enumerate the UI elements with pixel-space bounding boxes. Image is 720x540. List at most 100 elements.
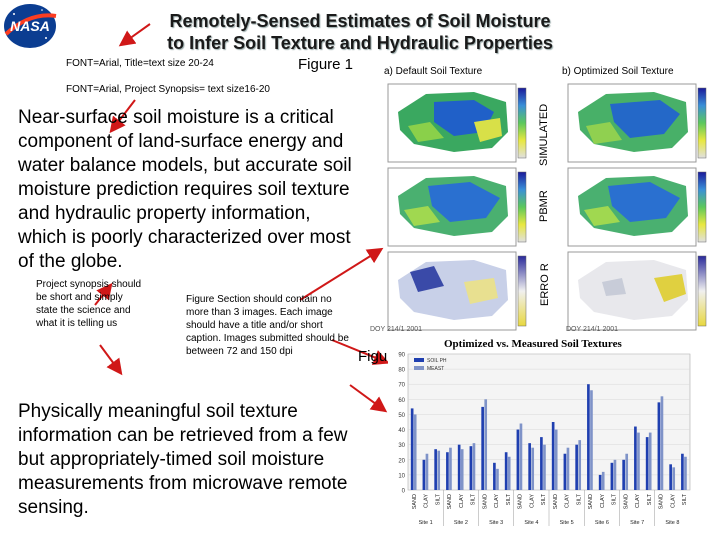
bar xyxy=(437,450,441,490)
x-tick-label: CLAY xyxy=(529,494,535,508)
figure1-caption-a: DOY 214/1 2001 xyxy=(370,326,423,333)
bar xyxy=(648,432,652,490)
bar xyxy=(681,453,684,490)
synopsis-secondary: Physically meaningful soil texture infor… xyxy=(18,401,348,518)
synopsis-note-left: Project synopsis should be short and sim… xyxy=(36,279,142,329)
figure1-maps xyxy=(387,83,707,331)
x-tick-label: CLAY xyxy=(600,494,606,508)
bar xyxy=(598,474,602,490)
x-tick-label: SAND xyxy=(518,494,524,509)
figure2-chart: Optimized vs. Measured Soil Textures 0 10… xyxy=(388,334,694,528)
y-tick-label: 20 xyxy=(398,458,405,464)
bar xyxy=(446,452,449,490)
x-tick-label: SAND xyxy=(659,494,665,509)
plot-area xyxy=(407,353,691,491)
x-tick-label: CLAY xyxy=(635,494,641,508)
x-tick-label: SAND xyxy=(623,494,629,509)
y-tick-label: 60 xyxy=(398,398,405,404)
bar xyxy=(610,462,614,490)
group-label: Site 1 xyxy=(419,520,433,526)
y-tick-label: 90 xyxy=(398,353,405,359)
figure1-col-a-label: a) Default Soil Texture xyxy=(384,66,483,77)
x-tick-label: SILT xyxy=(435,493,441,505)
map-b-error xyxy=(567,251,697,331)
bar xyxy=(472,443,476,490)
x-tick-label: CLAY xyxy=(565,494,571,508)
x-tick-label: CLAY xyxy=(424,494,430,508)
group-label: Site 5 xyxy=(560,520,574,526)
title-line-2: to Infer Soil Texture and Hydraulic Prop… xyxy=(167,33,553,53)
bar xyxy=(637,432,640,490)
bar xyxy=(554,429,558,490)
bar xyxy=(540,437,543,490)
page-title: Remotely-Sensed Estimates of Soil Moistu… xyxy=(120,10,600,54)
bar xyxy=(563,453,567,490)
legend-swatch xyxy=(414,358,424,362)
bar xyxy=(566,447,570,490)
legend-swatch xyxy=(414,366,424,370)
bar xyxy=(410,408,414,490)
bar xyxy=(578,440,582,490)
bar xyxy=(434,449,437,490)
bar xyxy=(531,447,535,490)
x-tick-label: CLAY xyxy=(670,494,676,508)
bar xyxy=(601,471,605,490)
bar xyxy=(496,468,499,490)
bar xyxy=(457,444,461,490)
font-note-synopsis: FONT=Arial, Project Synopsis= text size1… xyxy=(66,84,270,95)
bar xyxy=(481,406,484,490)
bar xyxy=(504,452,508,490)
bar xyxy=(422,459,426,490)
bar xyxy=(460,449,464,490)
arrow-text-left xyxy=(99,344,123,376)
bar xyxy=(516,429,520,490)
figure1-label: Figure 1 xyxy=(298,56,354,73)
x-tick-label: SILT xyxy=(506,493,512,505)
bar xyxy=(622,459,625,490)
x-tick-label: SILT xyxy=(612,493,618,505)
figure1-col-b-label: b) Optimized Soil Texture xyxy=(562,66,674,77)
bar xyxy=(413,414,417,490)
bar xyxy=(684,456,687,490)
bar xyxy=(669,464,672,490)
bar xyxy=(528,443,531,490)
group-label: Site 7 xyxy=(630,520,644,526)
bar xyxy=(645,437,649,490)
y-tick-label: 50 xyxy=(398,413,405,419)
bar xyxy=(634,426,637,490)
bar xyxy=(469,446,473,490)
nasa-logo: NASA xyxy=(4,4,57,48)
x-tick-label: SAND xyxy=(588,494,594,509)
bar xyxy=(519,423,523,490)
x-tick-label: SILT xyxy=(471,493,477,505)
y-tick-label: 0 xyxy=(402,489,406,495)
y-tick-label: 10 xyxy=(398,473,405,479)
bar xyxy=(484,399,488,490)
map-a-simulated xyxy=(387,83,517,163)
bar xyxy=(575,444,578,490)
x-tick-label: SAND xyxy=(412,494,418,509)
bar xyxy=(551,422,555,490)
x-tick-label: SAND xyxy=(447,494,453,509)
map-b-simulated xyxy=(567,83,697,163)
bar xyxy=(425,453,429,490)
y-tick-label: 80 xyxy=(398,368,405,374)
x-tick-label: CLAY xyxy=(459,494,465,508)
bar-chart-svg: 0 10 20 30 40 50 60 70 80 90 SOIL PH MEAST SAND CLAY S… xyxy=(398,353,691,526)
x-tick-label: SILT xyxy=(576,493,582,505)
x-tick-label: SILT xyxy=(647,493,653,505)
title-line-1: Remotely-Sensed Estimates of Soil Moistu… xyxy=(169,11,551,31)
bar xyxy=(543,444,546,490)
bar xyxy=(660,396,664,490)
synopsis-note-figure: Figure Section should contain no more th… xyxy=(186,294,349,357)
font-note-title: FONT=Arial, Title=text size 20-24 xyxy=(66,58,214,69)
bar xyxy=(590,390,593,490)
map-a-error xyxy=(387,251,517,331)
bar xyxy=(625,453,629,490)
figure1-caption-b: DOY 214/1 2001 xyxy=(566,326,619,333)
x-tick-label: SILT xyxy=(541,493,547,505)
x-tick-label: SAND xyxy=(482,494,488,509)
x-tick-label: SAND xyxy=(553,494,559,509)
legend-label: SOIL PH xyxy=(427,358,447,364)
y-tick-label: 70 xyxy=(398,383,405,389)
